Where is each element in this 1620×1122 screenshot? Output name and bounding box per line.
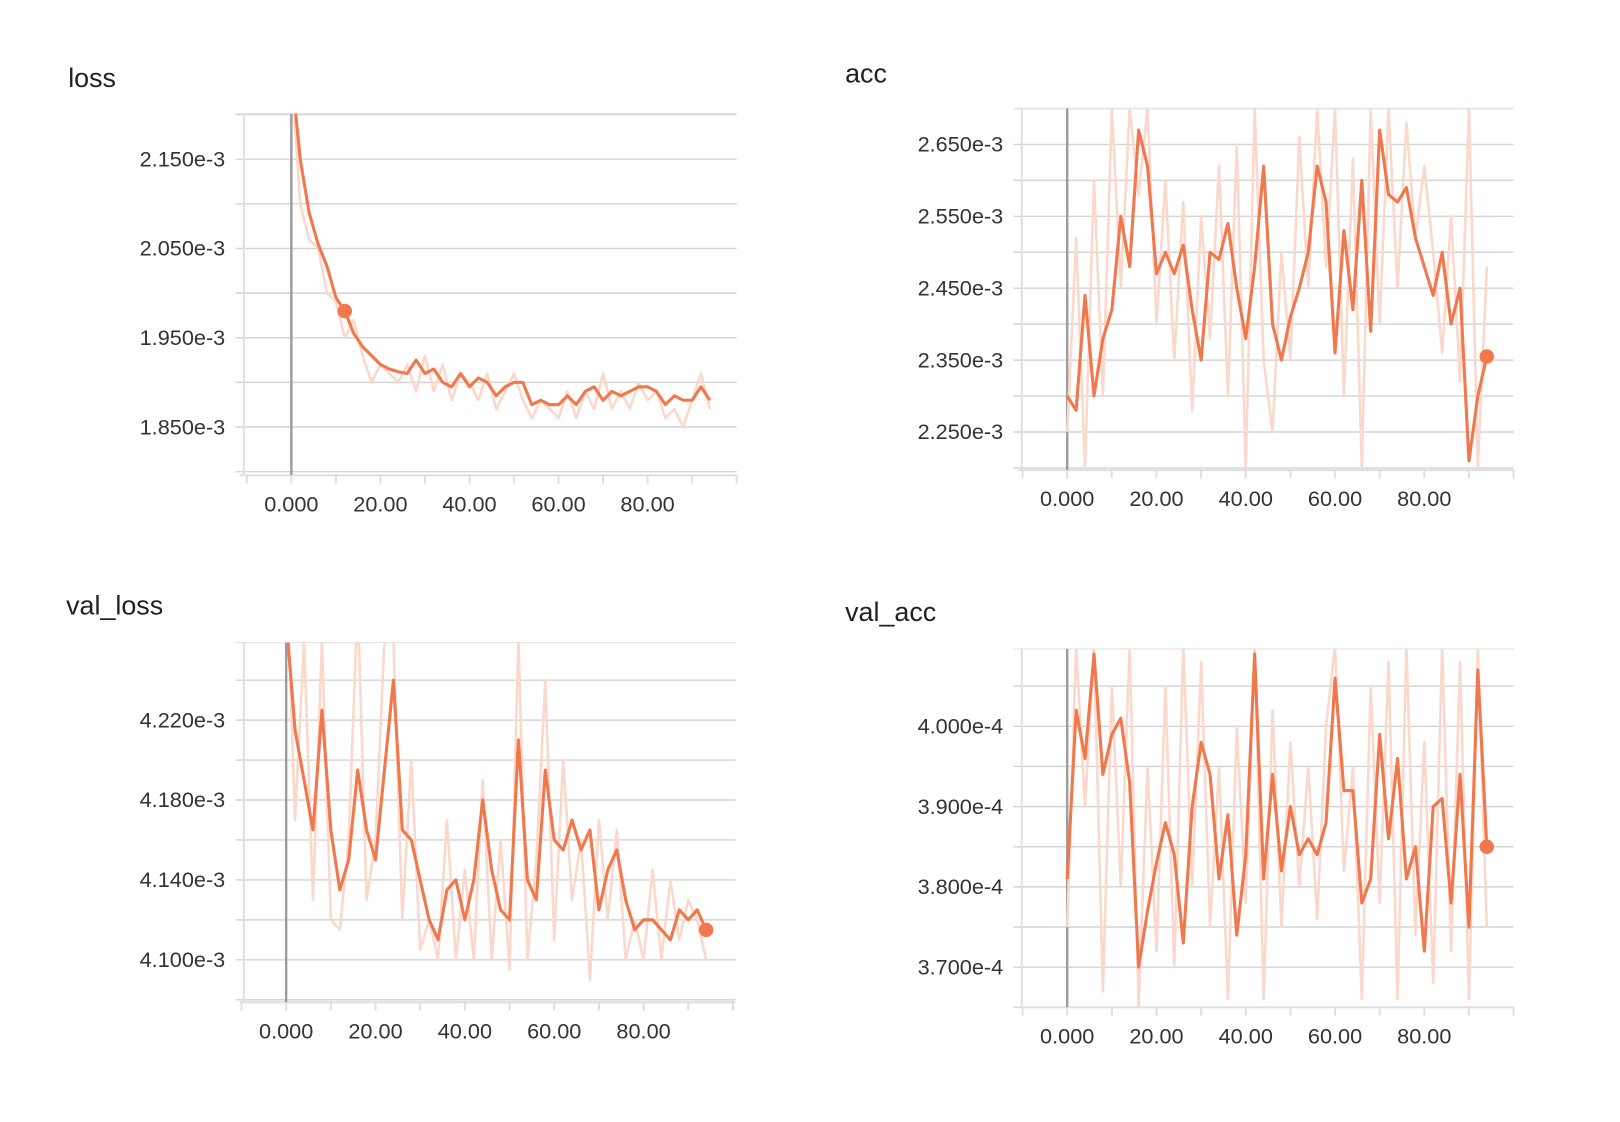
- highlight-point[interactable]: [337, 303, 353, 319]
- smoothed-series-line: [286, 642, 708, 942]
- x-tick-label: 20.00: [353, 491, 407, 516]
- y-tick-label: 2.250e-3: [918, 419, 1004, 444]
- chart-title: acc: [845, 59, 887, 89]
- chart-acc: acc 2.650e-3 2.550e-3 2.450e-3 2.350e-3 2.250…: [845, 59, 1515, 511]
- y-tick-label: 3.700e-4: [918, 954, 1004, 979]
- x-tick-label: 60.00: [531, 491, 585, 516]
- chart-val-loss: val_loss 4.220e-3 4.180e-3 4.140e-3 4.100e-3…: [66, 591, 736, 1043]
- y-tick-label: 2.450e-3: [918, 275, 1004, 300]
- y-tick-label: 4.220e-3: [140, 707, 226, 732]
- highlight-point[interactable]: [1479, 349, 1495, 364]
- smoothed-series-line: [1065, 128, 1489, 463]
- chart-val-acc: val_acc 4.000e-4 3.900e-4 3.800e-4 3.700e-4 0…: [845, 597, 1515, 1048]
- chart-title: loss: [68, 63, 116, 93]
- x-tick-label: 80.00: [1397, 1023, 1451, 1048]
- plot-area: [1065, 108, 1489, 471]
- chart-loss: loss 2.150e-3 2.050e-3 1.950e-3 1.850e-3 0.00…: [68, 63, 738, 516]
- x-tick-label: 60.00: [527, 1018, 581, 1043]
- x-tick-label: 0.000: [1040, 1023, 1094, 1048]
- x-tick-label: 0.000: [1040, 486, 1094, 511]
- y-tick-label: 2.550e-3: [918, 204, 1004, 229]
- y-tick-label: 4.140e-3: [140, 867, 226, 892]
- x-tick-label: 40.00: [1219, 486, 1273, 511]
- smoothed-series-line: [1065, 652, 1489, 969]
- x-tick-label: 0.000: [264, 491, 318, 516]
- x-tick-label: 0.000: [259, 1018, 313, 1043]
- x-tick-label: 20.00: [348, 1018, 402, 1043]
- x-tick-label: 80.00: [616, 1018, 670, 1043]
- y-tick-label: 4.000e-4: [918, 714, 1004, 739]
- highlight-point[interactable]: [698, 922, 714, 938]
- x-tick-label: 80.00: [1397, 486, 1451, 511]
- highlight-point[interactable]: [1479, 839, 1495, 854]
- x-tick-label: 60.00: [1308, 1023, 1362, 1048]
- y-tick-label: 3.900e-4: [918, 794, 1004, 819]
- x-tick-label: 60.00: [1308, 486, 1362, 511]
- y-tick-label: 1.950e-3: [140, 325, 226, 350]
- x-tick-label: 20.00: [1129, 486, 1183, 511]
- y-tick-label: 2.050e-3: [140, 236, 226, 261]
- smoothed-series-line: [294, 113, 712, 407]
- y-tick-label: 4.100e-3: [140, 947, 226, 972]
- y-tick-label: 3.800e-4: [918, 874, 1004, 899]
- x-tick-label: 40.00: [442, 491, 496, 516]
- y-tick-label: 2.350e-3: [918, 347, 1004, 372]
- y-tick-label: 4.180e-3: [140, 787, 226, 812]
- x-tick-label: 40.00: [1219, 1023, 1273, 1048]
- x-tick-label: 20.00: [1129, 1023, 1183, 1048]
- raw-series-line: [287, 642, 708, 982]
- plot-area: [1065, 648, 1489, 1008]
- plot-area: [284, 642, 708, 1003]
- y-tick-label: 2.650e-3: [918, 132, 1004, 157]
- x-tick-label: 80.00: [620, 491, 674, 516]
- plot-area: [290, 113, 712, 476]
- x-tick-label: 40.00: [438, 1018, 492, 1043]
- y-tick-label: 2.150e-3: [140, 146, 226, 171]
- chart-title: val_acc: [845, 597, 936, 627]
- chart-title: val_loss: [66, 591, 163, 621]
- y-tick-label: 1.850e-3: [140, 414, 226, 439]
